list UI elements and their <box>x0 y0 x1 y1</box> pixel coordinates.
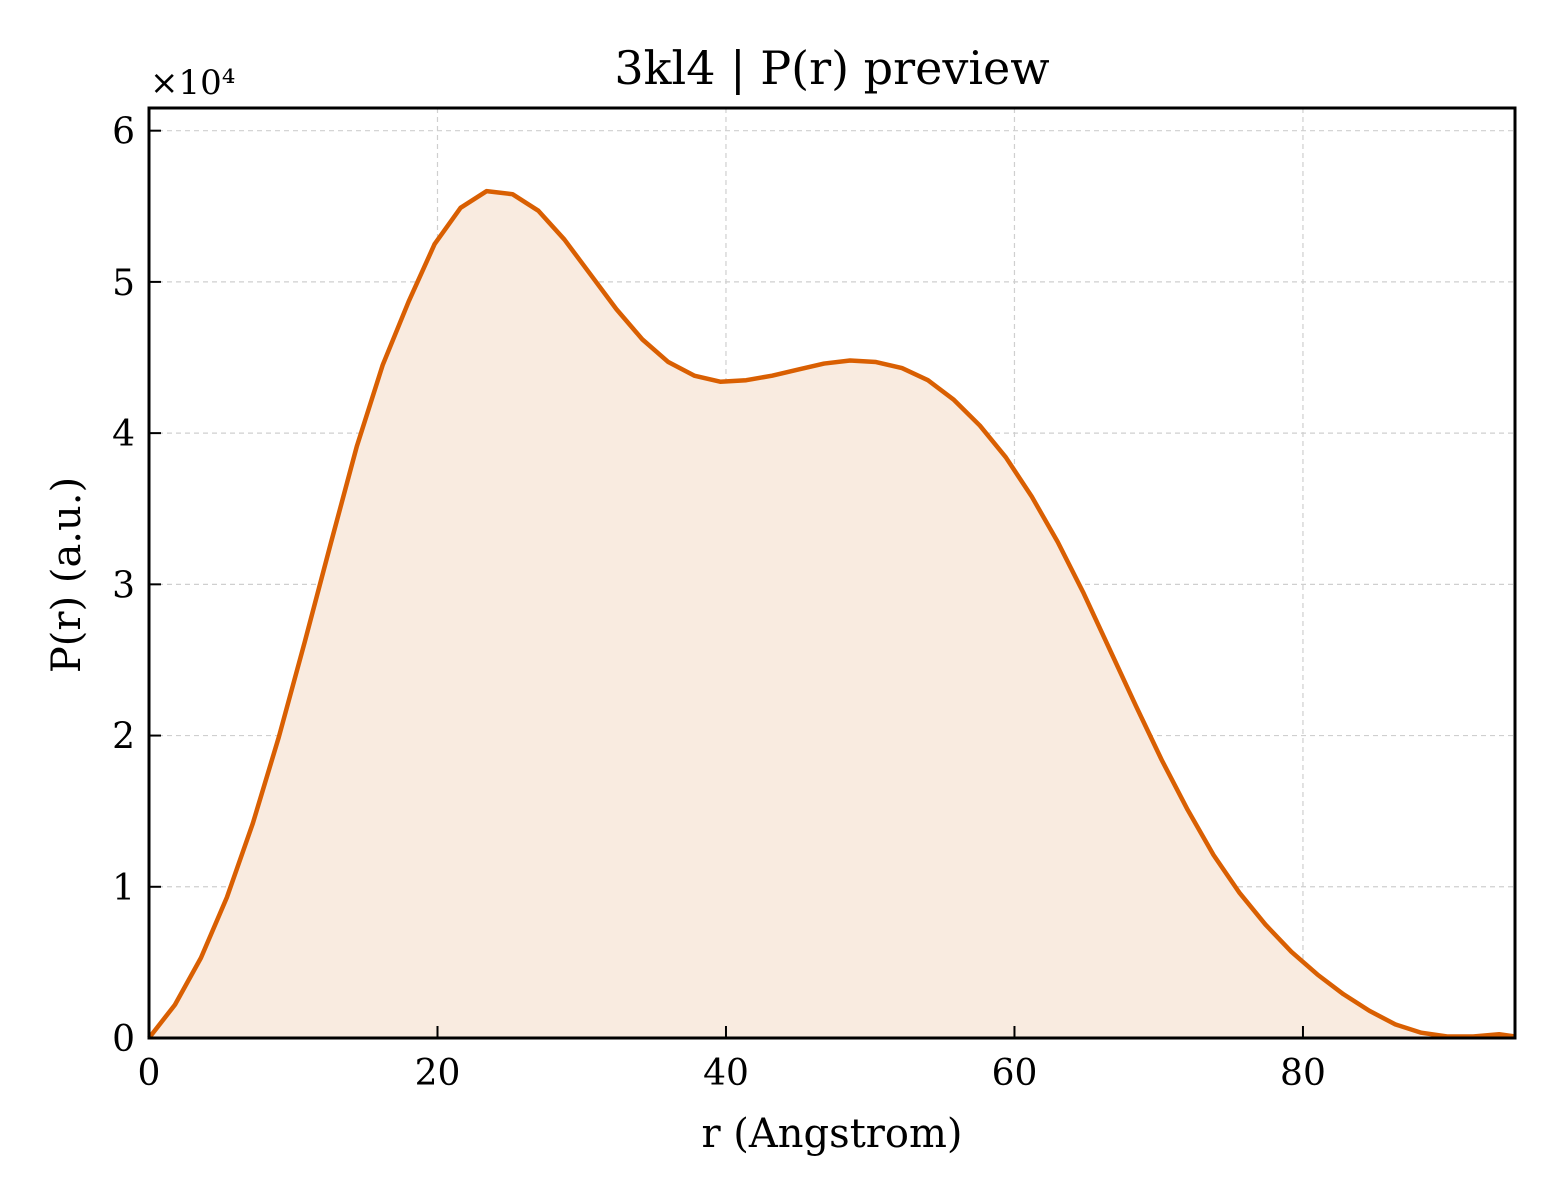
chart-title: 3kl4 | P(r) preview <box>614 41 1049 95</box>
plot-frame <box>147 106 1517 1040</box>
x-tick-label: 40 <box>703 1053 749 1094</box>
y-axis-label: P(r) (a.u.) <box>44 477 90 673</box>
y-tick-label: 2 <box>112 717 135 758</box>
x-tick-label: 0 <box>138 1053 161 1094</box>
y-offset-label: ×10⁴ <box>150 63 235 103</box>
pr-series-line <box>147 188 1516 1040</box>
axis-ticks: 0 20 40 60 80 0 1 2 3 4 5 6 <box>112 112 1326 1094</box>
x-tick-label: 60 <box>992 1053 1038 1094</box>
y-tick-label: 3 <box>112 565 135 606</box>
y-tick-label: 5 <box>112 263 135 304</box>
y-tick-label: 0 <box>112 1019 135 1060</box>
x-tick-label: 20 <box>415 1053 461 1094</box>
y-tick-label: 6 <box>112 112 135 153</box>
y-tick-label: 4 <box>112 414 135 455</box>
x-axis-label: r (Angstrom) <box>701 1111 962 1157</box>
x-tick-label: 80 <box>1280 1053 1326 1094</box>
pr-area-fill <box>149 191 1515 1039</box>
y-tick-label: 1 <box>112 868 135 909</box>
